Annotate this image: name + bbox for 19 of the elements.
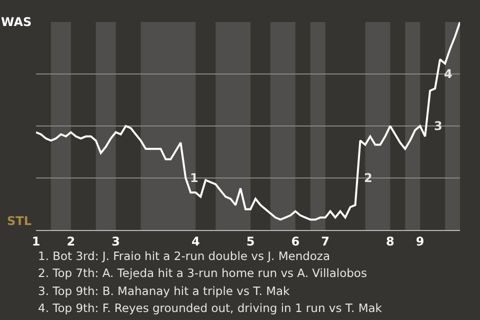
text: 1. Bot 3rd: J. Fraio hit a 2-run double vs J. Mendoza	[38, 249, 330, 263]
x-tick-label: 6	[291, 234, 300, 248]
x-tick-label: 9	[416, 234, 424, 248]
text: WAS	[1, 15, 32, 29]
x-tick-label: 1	[32, 234, 40, 248]
annotation: 3	[434, 119, 442, 133]
x-tick-label: 7	[321, 234, 330, 248]
x-tick-label: 2	[66, 234, 76, 248]
x-tick-label: 5	[246, 234, 255, 248]
annotation: 4	[444, 67, 452, 81]
text: STL	[7, 214, 32, 228]
annotation: 2	[364, 171, 372, 185]
text: 2. Top 7th: A. Tejeda hit a 3-run home run vs A. Villalobos	[38, 266, 367, 280]
x-tick-label: 3	[112, 234, 120, 248]
x-tick-label: 4	[191, 234, 200, 248]
x-tick-label: 8	[386, 234, 394, 248]
text: 3. Top 9th: B. Mahanay hit a triple vs T. Mak	[38, 284, 290, 298]
text: 4. Top 9th: F. Reyes grounded out, driving in 1 run vs T. Mak	[38, 301, 382, 315]
annotation: 1	[190, 171, 198, 185]
